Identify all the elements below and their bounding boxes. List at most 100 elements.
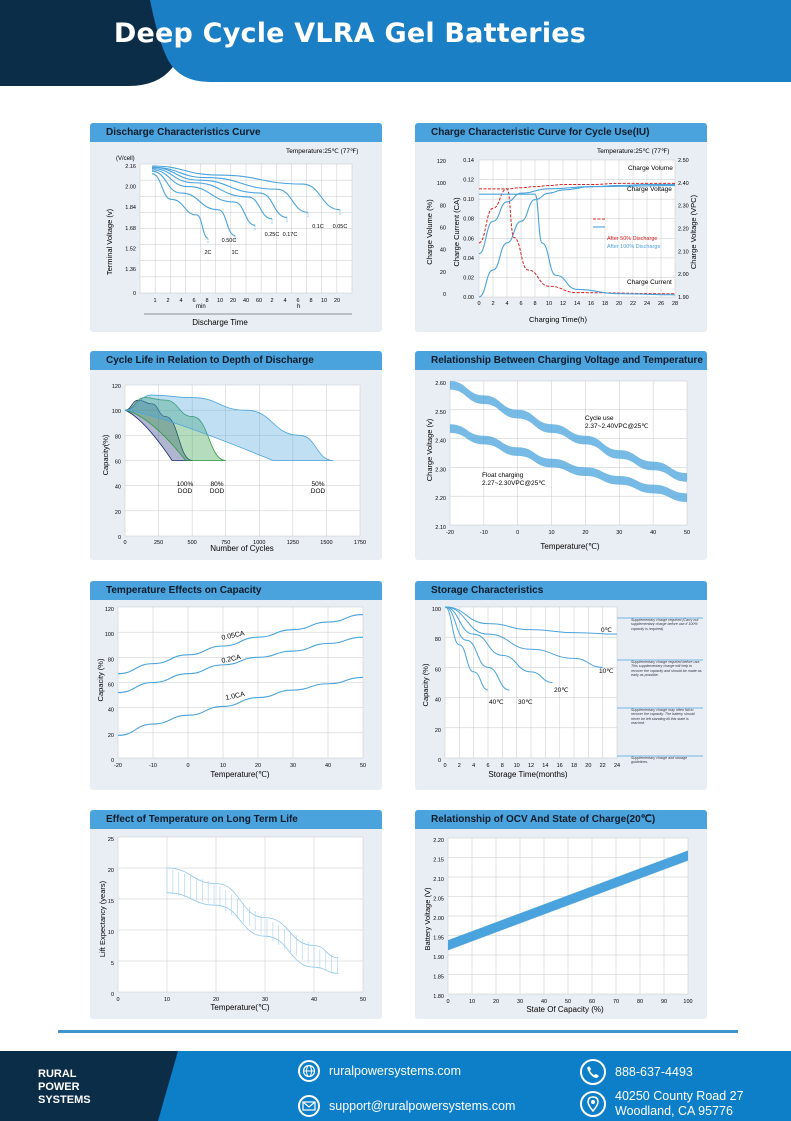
x-tick-label: 0 [477,301,480,307]
panel-title: Discharge Characteristics Curve [90,123,382,142]
y-tick-label: 60 [115,460,121,466]
x-tick-label: 30 [262,997,268,1003]
x-tick-label: 12 [560,301,566,307]
y-tick-label: 1.80 [433,994,444,1000]
curve-label: 2C [204,250,211,256]
charge-current-label: Charge Current [627,279,672,286]
y-tick-label-voltage: 2.10 [678,249,689,255]
y-tick-label: 1.95 [433,936,444,942]
dod-band-2 [124,394,334,461]
x-tick-label: 30 [290,763,296,769]
dod-100-lbl: DOD [178,488,193,495]
brand-line-1: RURAL [38,1068,77,1080]
cycle-life-chart: 120 100 80 60 40 20 0 250 500 750 1000 1250 1500 1750… [101,384,366,553]
y-tick-label: 1.85 [433,975,444,981]
x-tick-label: 50 [684,530,690,536]
y-tick-label: 1.52 [125,246,136,252]
legend-100: After 100% Discharge [607,244,661,250]
panel-title: Relationship Between Charging Voltage an… [415,351,707,370]
curve-label: 0.17C [283,232,298,238]
y-tick-label-current: 0.04 [463,256,474,262]
current-curve-50 [479,188,676,295]
storage-curve-20℃ [444,606,553,683]
x-tick-label: 22 [630,301,636,307]
discharge-curve-2C [151,173,209,239]
y-tick-label-volume: 60 [440,226,446,232]
x-tick-label: -10 [149,763,157,769]
x-tick-label: 4 [472,763,475,769]
charge-curve-panel: Charge Characteristic Curve for Cycle Us… [415,123,707,332]
capacity-curve-0.05CA [117,614,364,675]
x-tick-label: 10 [164,997,170,1003]
x-tick-label: 10 [514,763,520,769]
x-tick-label: 0 [443,763,446,769]
x-tick-label: 1 [153,298,156,304]
website-link[interactable]: ruralpowersystems.com [298,1060,461,1082]
y-tick-label-volume: 40 [440,248,446,254]
x-tick-label: 16 [588,301,594,307]
y-tick-label-volume: 0 [443,292,446,298]
footer-divider [58,1030,738,1033]
x-tick-label: 28 [672,301,678,307]
capacity-curve-1.0CA [117,676,364,736]
x-tick-label: 70 [613,999,619,1005]
x-axis-label: Temperature(℃) [210,770,270,779]
capacity-curve-0.2CA [117,636,364,694]
email-link[interactable]: support@ruralpowersystems.com [298,1095,515,1117]
x-tick-label: 20 [334,298,340,304]
header-banner [0,0,791,86]
y-axis-label-current: Charge Current (CA) [452,197,461,267]
curve-label: 0.50C [222,238,237,244]
cycle-life-panel: Cycle Life in Relation to Depth of Disch… [90,351,382,560]
storage-curve-10℃ [444,606,603,668]
y-tick-label-current: 0.12 [463,178,474,184]
y-tick-label: 2.50 [435,410,446,416]
x-tick-label: 8 [205,298,208,304]
float-label: Float charging [482,472,524,479]
x-tick-label: 40 [243,298,249,304]
phone-icon [580,1059,606,1085]
x-tick-label: 2 [166,298,169,304]
dod-band-1 [124,397,226,461]
y-tick-label: 0 [118,535,121,541]
brand-line-3: SYSTEMS [38,1094,91,1106]
y-tick-label: 20 [435,728,441,734]
y-tick-label: 2.05 [433,897,444,903]
storage-curve-40℃ [444,606,489,691]
phone-link[interactable]: 888-637-4493 [580,1059,693,1085]
y-tick-label: 100 [432,607,441,613]
x-tick-label: -20 [114,763,122,769]
curve-label-0c: 0℃ [601,627,613,634]
storage-panel: Storage Characteristics 100 80 60 40 20 0 0 2 4 6… [415,581,707,790]
x-tick-label: -10 [480,530,488,536]
ocv-soc-panel: Relationship of OCV And State of Charge(… [415,810,707,1019]
discharge-curve-0.25C [151,168,273,220]
y-tick-label-volume: 80 [440,203,446,209]
y-tick-label: 2.00 [125,185,136,191]
x-tick-label: 50 [565,999,571,1005]
address: 40250 County Road 27 Woodland, CA 95776 [580,1089,744,1119]
curve-label-10: 1.0CA [225,691,246,702]
x-tick-label: 2 [458,763,461,769]
x-axis-label: Temperature(℃) [210,1003,270,1012]
x-tick-label: 20 [616,301,622,307]
y-tick-label: 2.15 [433,858,444,864]
life-lower-bound [166,892,339,974]
y-tick-label: 1.36 [125,267,136,273]
x-tick-label: 20 [230,298,236,304]
panel-title: Storage Characteristics [415,581,707,600]
x-tick-label: 0 [116,997,119,1003]
y-axis-label: Capacity (%) [421,663,430,706]
y-tick-label: 2.20 [435,496,446,502]
y-tick-label: 0 [111,992,114,998]
y-tick-label-voltage: 2.40 [678,181,689,187]
x-tick-label: 16 [557,763,563,769]
curve-label-005: 0.05CA [221,630,246,642]
x-tick-label: 10 [546,301,552,307]
x-tick-label: -20 [446,530,454,536]
x-tick-label: 30 [616,530,622,536]
voltage-band-Cycle use [450,381,687,482]
life-upper-bound [166,867,339,959]
y-tick-label-voltage: 1.90 [678,295,689,301]
